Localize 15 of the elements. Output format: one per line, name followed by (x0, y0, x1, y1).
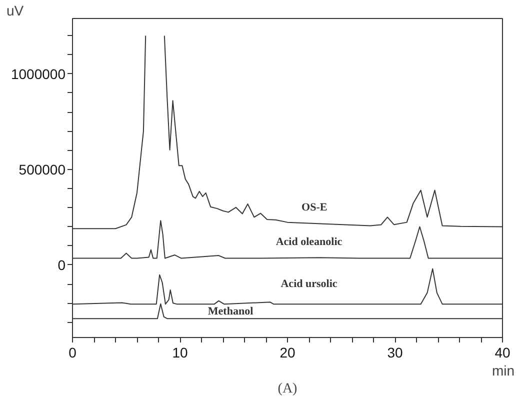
y-tick-label: 1000000 (10, 66, 66, 82)
series-label: Methanol (208, 306, 254, 318)
series-label: OS-E (302, 201, 328, 214)
x-axis-title: min (492, 362, 515, 378)
series-label: Acid ursolic (280, 278, 338, 290)
y-tick-label: 0 (58, 256, 66, 273)
x-tick-label: 30 (387, 344, 403, 360)
x-tick-label: 0 (68, 344, 77, 360)
series-label: Acid oleanolic (276, 236, 342, 248)
text: (A) (278, 382, 298, 396)
x-tick-label: 20 (280, 344, 296, 360)
x-tick-label: 40 (494, 344, 510, 360)
x-tick-label: 10 (172, 344, 188, 360)
y-axis-title: uV (6, 2, 24, 18)
y-tick-label: 500000 (18, 161, 66, 178)
